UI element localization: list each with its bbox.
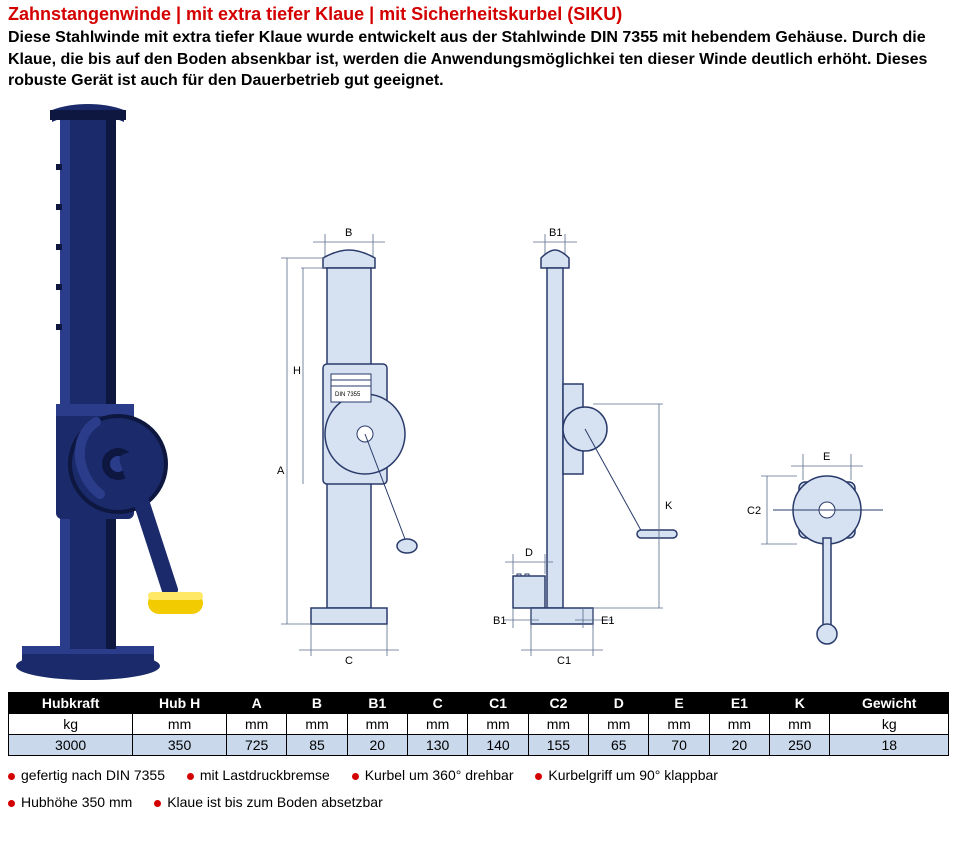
table-cell: 65 (589, 734, 649, 755)
technical-diagrams: B DIN 7355 A H (233, 224, 949, 684)
table-cell: mm (770, 713, 830, 734)
table-cell: 155 (528, 734, 588, 755)
bullet-row: Hubhöhe 350 mm Klaue ist bis zum Boden a… (8, 793, 949, 810)
table-header: Gewicht (830, 692, 949, 713)
table-header: B1 (347, 692, 407, 713)
table-header: K (770, 692, 830, 713)
table-cell: mm (133, 713, 227, 734)
diagram-top: E C2 (733, 444, 903, 684)
table-cell: 250 (770, 734, 830, 755)
table-cell: 3000 (9, 734, 133, 755)
bullet-text: Kurbel um 360° drehbar (365, 767, 514, 783)
table-header: D (589, 692, 649, 713)
product-photo (8, 104, 203, 684)
svg-text:D: D (525, 547, 533, 559)
bullet-dot-icon (535, 773, 542, 780)
bullet-row: gefertig nach DIN 7355 mit Lastdruckbrem… (8, 766, 949, 783)
table-cell: mm (589, 713, 649, 734)
table-header-row: Hubkraft Hub H A B B1 C C1 C2 D E E1 K G… (9, 692, 949, 713)
svg-text:E1: E1 (601, 615, 614, 627)
bullet-text: gefertig nach DIN 7355 (21, 767, 165, 783)
svg-text:B1: B1 (493, 615, 506, 627)
feature-bullet: Kurbel um 360° drehbar (352, 767, 514, 783)
table-header: B (287, 692, 347, 713)
table-cell: 70 (649, 734, 709, 755)
table-cell: kg (9, 713, 133, 734)
product-description: Diese Stahlwinde mit extra tiefer Klaue … (8, 27, 949, 92)
svg-text:B: B (345, 227, 352, 239)
spec-table: Hubkraft Hub H A B B1 C C1 C2 D E E1 K G… (8, 692, 949, 756)
table-cell: mm (709, 713, 769, 734)
feature-bullet: Klaue ist bis zum Boden absetzbar (154, 794, 383, 810)
bullet-text: Klaue ist bis zum Boden absetzbar (167, 794, 383, 810)
figure-row: B DIN 7355 A H (8, 100, 949, 690)
table-header: C2 (528, 692, 588, 713)
table-header: Hub H (133, 692, 227, 713)
table-cell: mm (287, 713, 347, 734)
table-header: C1 (468, 692, 528, 713)
table-units-row: kg mm mm mm mm mm mm mm mm mm mm mm kg (9, 713, 949, 734)
table-header: E1 (709, 692, 769, 713)
bullet-dot-icon (187, 773, 194, 780)
svg-text:K: K (665, 500, 673, 512)
bullet-text: mit Lastdruckbremse (200, 767, 330, 783)
svg-text:H: H (293, 365, 301, 377)
page-title: Zahnstangenwinde | mit extra tiefer Klau… (8, 4, 949, 25)
feature-bullet: Kurbelgriff um 90° klappbar (535, 767, 718, 783)
table-header: C (407, 692, 467, 713)
feature-bullets: gefertig nach DIN 7355 mit Lastdruckbrem… (8, 766, 949, 811)
feature-bullet: mit Lastdruckbremse (187, 767, 330, 783)
bullet-dot-icon (8, 800, 15, 807)
svg-text:C: C (345, 655, 353, 667)
table-cell: mm (347, 713, 407, 734)
bullet-dot-icon (352, 773, 359, 780)
table-cell: 725 (226, 734, 286, 755)
table-cell: mm (528, 713, 588, 734)
table-cell: mm (226, 713, 286, 734)
svg-text:B1: B1 (549, 227, 562, 239)
feature-bullet: gefertig nach DIN 7355 (8, 767, 165, 783)
bullet-dot-icon (154, 800, 161, 807)
table-cell: 18 (830, 734, 949, 755)
svg-text:C1: C1 (557, 655, 571, 667)
table-cell: 130 (407, 734, 467, 755)
table-cell: 350 (133, 734, 227, 755)
table-values-row: 3000 350 725 85 20 130 140 155 65 70 20 … (9, 734, 949, 755)
svg-text:DIN 7355: DIN 7355 (335, 392, 361, 398)
table-header: A (226, 692, 286, 713)
diagram-side: B1 D B1 (483, 224, 713, 684)
table-cell: 85 (287, 734, 347, 755)
table-cell: mm (407, 713, 467, 734)
bullet-text: Kurbelgriff um 90° klappbar (548, 767, 718, 783)
bullet-dot-icon (8, 773, 15, 780)
table-header: E (649, 692, 709, 713)
table-cell: mm (649, 713, 709, 734)
table-cell: mm (468, 713, 528, 734)
svg-text:C2: C2 (747, 505, 761, 517)
diagram-front: B DIN 7355 A H (233, 224, 463, 684)
table-cell: 140 (468, 734, 528, 755)
table-cell: 20 (709, 734, 769, 755)
svg-text:E: E (823, 451, 830, 463)
bullet-text: Hubhöhe 350 mm (21, 794, 132, 810)
feature-bullet: Hubhöhe 350 mm (8, 794, 132, 810)
svg-text:A: A (277, 465, 285, 477)
table-header: Hubkraft (9, 692, 133, 713)
table-cell: kg (830, 713, 949, 734)
table-cell: 20 (347, 734, 407, 755)
